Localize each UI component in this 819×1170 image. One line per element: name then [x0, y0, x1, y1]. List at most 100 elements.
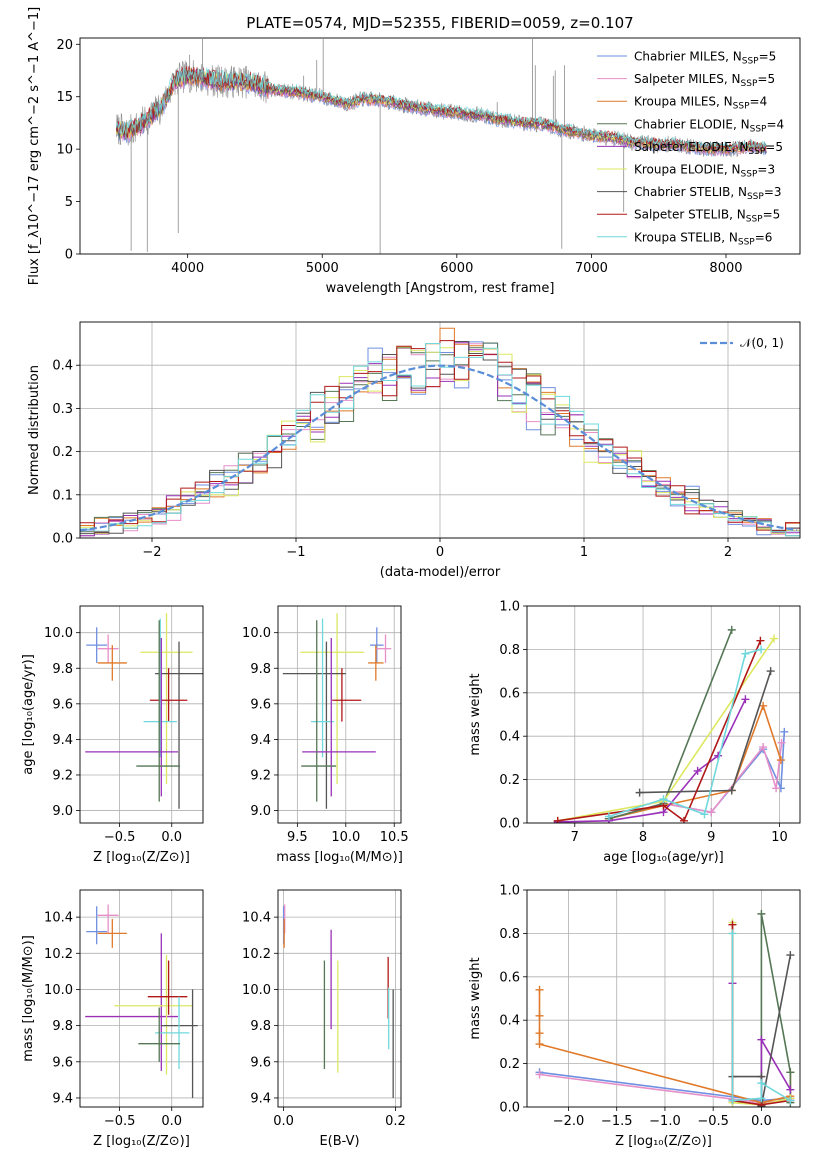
panel-residuals: −2 −1 0 1 2 0.0 0.1 0.2 0.3 0.4 (data-model)/error… [27, 321, 801, 580]
weight-marker [659, 795, 668, 804]
x-axis-label: wavelength [Angstrom, rest frame] [326, 281, 555, 296]
grid-lines [278, 606, 401, 823]
errorbar-kroupa-miles [97, 918, 127, 948]
panel-mass-vs-ebv: 0.0 0.2 9.4 9.6 9.8 10.0 10.2 10.4 E(B-V) [242, 889, 406, 1149]
weight-marker [757, 909, 766, 918]
y-tick-label: 9.8 [52, 662, 73, 677]
y-tick-label: 0.6 [499, 686, 520, 701]
legend-entry: Salpeter STELIB, NSSP=5 [634, 208, 780, 225]
x-tick-label: 5000 [306, 261, 339, 276]
x-tick-label: 10.5 [380, 830, 409, 845]
y-tick-label: 10.4 [242, 911, 271, 926]
y-tick-label: 9.8 [52, 1019, 73, 1034]
weight-marker [756, 636, 765, 645]
weight-marker [759, 701, 768, 710]
errorbar-salpeter-stelib [149, 668, 188, 722]
y-tick-label: 9.0 [52, 804, 73, 819]
weight-marker [728, 1096, 737, 1105]
panel-spectrum: 4000 5000 6000 7000 8000 0 5 10 15 20 wavelength [… [27, 7, 801, 296]
errorbar-salpeter-stelib [332, 668, 362, 722]
gaussian-curve [80, 364, 798, 532]
y-tick-label: 0.3 [52, 402, 73, 417]
y-tick-label: 9.8 [250, 662, 271, 677]
y-tick-label: 0.4 [499, 730, 520, 745]
weight-marker [535, 985, 544, 994]
axes: 0.0 0.2 9.4 9.6 9.8 10.0 10.2 10.4 E(B-V) [242, 889, 406, 1149]
axes-frame [79, 605, 204, 824]
axes-frame [277, 889, 402, 1108]
errorbar-chabrier-elodie [136, 620, 181, 802]
weight-series-salpeter-stelib [553, 636, 765, 823]
legend-entry: Kroupa STELIB, NSSP=6 [634, 230, 772, 247]
residuals-legend: 𝒩(0, 1) [700, 336, 784, 350]
errorbar-chabrier-stelib [282, 641, 346, 809]
x-tick-label: −1 [286, 545, 305, 560]
weight-marker [759, 743, 768, 752]
y-axis-label: Normed distribution [27, 365, 42, 495]
weight-line [608, 731, 786, 820]
y-tick-label: 0.6 [499, 970, 520, 985]
weight-marker [780, 727, 789, 736]
weight-marker [777, 738, 786, 747]
x-tick-label: 0.0 [273, 1114, 294, 1129]
x-axis-label: mass [log₁₀(M/M⊙)] [276, 850, 403, 865]
weight-marker [770, 634, 779, 643]
x-tick-label: 8000 [709, 261, 742, 276]
axes-frame [79, 889, 204, 1108]
axes: 7 8 9 10 0.0 0.2 0.4 0.6 0.8 1.0 age [log₁₀(age/yr… [468, 600, 801, 865]
x-tick-label: 2 [724, 545, 732, 560]
errorbar-kroupa-stelib [155, 996, 190, 1070]
weight-series-kroupa-stelib [728, 929, 795, 1105]
y-tick-label: 10 [56, 143, 73, 158]
x-tick-label: 7 [571, 830, 579, 845]
y-tick-label: 9.6 [250, 1055, 271, 1070]
y-axis-label: age [log₁₀(age/yr)] [21, 654, 36, 775]
axes: −2.0 −1.5 −1.0 −0.5 0.0 0.0 0.2 0.4 0.6 0.8 1.0 Z [… [468, 884, 801, 1149]
plot-area [553, 625, 789, 823]
x-tick-label: 0 [436, 545, 444, 560]
plot-area [80, 327, 800, 537]
y-axis-label: mass weight [468, 957, 483, 1039]
y-tick-label: 9.2 [250, 768, 271, 783]
model-spectrum-kroupa-stelib [115, 67, 767, 150]
errorbar-kroupa-stelib [143, 618, 177, 758]
x-tick-label: −0.5 [697, 1114, 729, 1129]
weight-marker [786, 1085, 795, 1094]
y-tick-label: 10.2 [242, 947, 271, 962]
weight-marker [786, 1096, 795, 1105]
legend-entry: Salpeter ELODIE, NSSP=5 [634, 140, 783, 157]
axes: 9.5 10.0 10.5 9.0 9.2 9.4 9.6 9.8 10.0 mass [log₁… [242, 605, 409, 865]
y-tick-label: 1.0 [499, 884, 520, 899]
weight-series-chabrier-stelib [635, 667, 775, 797]
grid-lines [278, 890, 401, 1107]
y-tick-label: 9.6 [52, 697, 73, 712]
weight-marker [679, 816, 688, 823]
panel-age-vs-z: −0.5 0.0 9.0 9.2 9.4 9.6 9.8 10.0 Z [log₁₀(Z/Z⊙)… [21, 605, 204, 865]
errorbar-chabrier-miles [86, 906, 108, 945]
weight-marker [700, 810, 709, 819]
x-tick-label: −1.0 [649, 1114, 681, 1129]
x-tick-label: 0.0 [161, 830, 182, 845]
weight-marker [535, 1011, 544, 1020]
errorbar-kroupa-elodie [140, 613, 193, 784]
weight-marker [728, 920, 737, 929]
axes-frame [79, 321, 801, 539]
y-tick-label: 10.0 [242, 983, 271, 998]
x-tick-label: −1.5 [601, 1114, 633, 1129]
errorbar-chabrier-miles [86, 627, 108, 663]
legend-entry: Kroupa ELODIE, NSSP=3 [634, 163, 775, 180]
errorbar-chabrier-elodie [301, 620, 337, 802]
x-tick-label: −0.5 [104, 830, 136, 845]
errorbar-chabrier-stelib [155, 641, 203, 809]
spectrum-legend: Chabrier MILES, NSSP=5 Salpeter MILES, NS… [597, 50, 784, 247]
x-axis-label: Z [log₁₀(Z/Z⊙)] [93, 1134, 190, 1149]
grid-lines [527, 889, 800, 1108]
y-tick-label: 9.4 [52, 733, 73, 748]
y-tick-label: 9.2 [52, 768, 73, 783]
y-tick-label: 10.4 [44, 911, 73, 926]
y-tick-label: 0.8 [499, 643, 520, 658]
weight-series-kroupa-stelib [604, 645, 766, 821]
weight-marker [693, 766, 702, 775]
x-axis-label: (data-model)/error [380, 565, 501, 580]
legend-entry: 𝒩(0, 1) [740, 336, 784, 350]
